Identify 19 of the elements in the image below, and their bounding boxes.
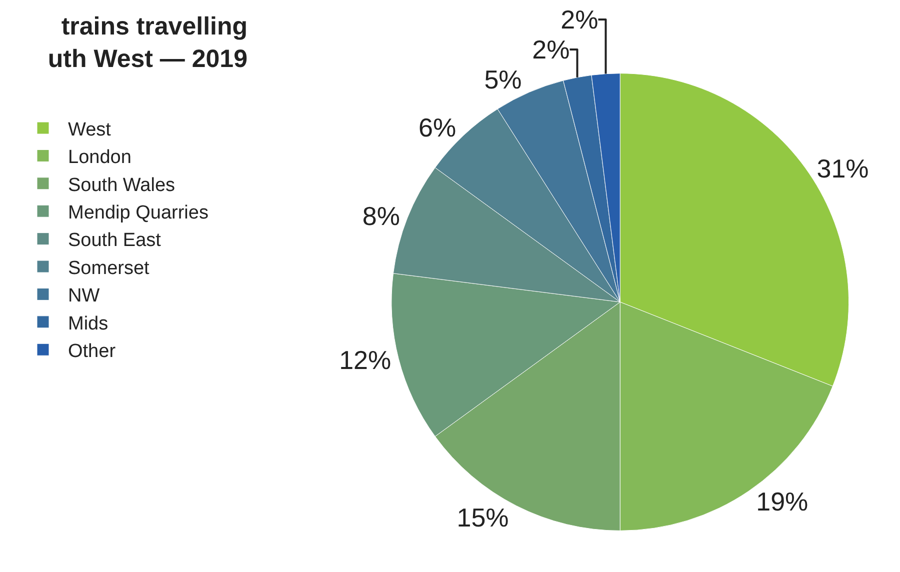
legend-label: Other (68, 341, 116, 362)
legend-label: Mendip Quarries (68, 202, 208, 224)
data-label: 12% (339, 344, 392, 375)
data-label: 2% (532, 34, 570, 65)
legend-label: NW (68, 286, 100, 307)
legend-label: South East (68, 230, 162, 252)
data-label: 5% (484, 64, 522, 95)
legend-label: Somerset (68, 258, 150, 279)
data-label: 19% (756, 486, 808, 516)
data-label: 6% (418, 112, 456, 142)
data-label: 8% (362, 200, 400, 231)
text: trains travelling uth West — 2019 (48, 12, 248, 73)
legend-label: West (68, 119, 112, 140)
data-label: 2% (560, 4, 598, 35)
legend-label: London (68, 147, 132, 168)
legend-label: South Wales (68, 174, 176, 196)
data-label: 15% (456, 502, 509, 533)
legend-label: Mids (68, 313, 108, 334)
data-label: 31% (816, 154, 869, 184)
